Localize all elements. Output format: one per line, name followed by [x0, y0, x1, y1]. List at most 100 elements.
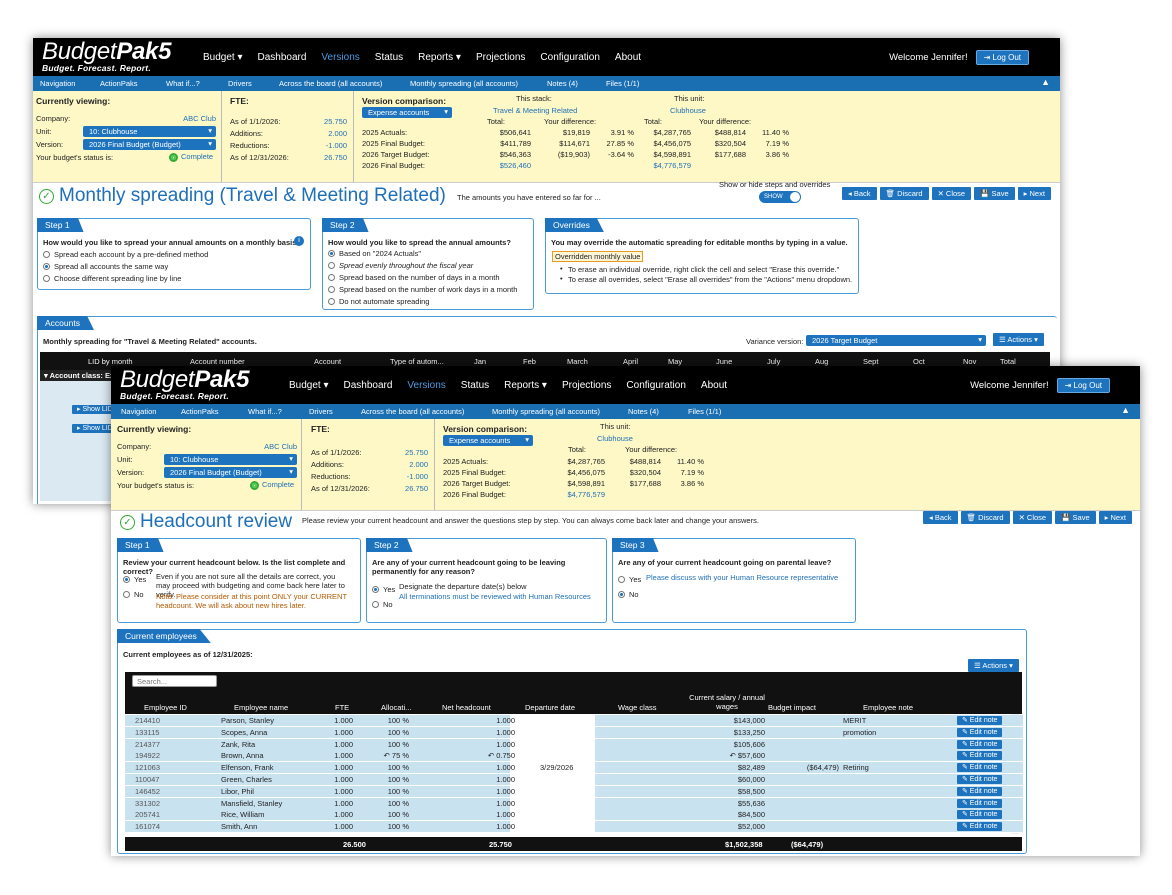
logout-button[interactable]: ⇥ Log Out	[975, 50, 1029, 65]
close-button[interactable]: ✕ Close	[1012, 511, 1053, 524]
subnav-notes[interactable]: Notes (4)	[628, 407, 659, 416]
next-button[interactable]: ▸ Next	[1098, 511, 1132, 524]
menu-configuration[interactable]: Configuration	[626, 379, 686, 391]
table-cell: $52,000	[737, 822, 765, 832]
version-select[interactable]: 2026 Final Budget (Budget)	[164, 467, 297, 478]
info-icon[interactable]: i	[294, 236, 304, 246]
edit-note-button[interactable]: ✎ Edit note	[957, 751, 1003, 761]
step2-opt-1[interactable]: Based on "2024 Actuals"	[328, 249, 421, 258]
subnav-navigation[interactable]: Navigation	[121, 407, 157, 416]
table-row[interactable]: 121063 Elfenson, Frank 1.000 100 % 1.000 3/29…	[125, 762, 1023, 775]
step2-yes[interactable]: Yes	[372, 585, 395, 594]
subnav-navigation[interactable]: Navigation	[40, 79, 76, 88]
back-button[interactable]: ◂ Back	[842, 187, 877, 200]
edit-note-button[interactable]: ✎ Edit note	[957, 716, 1003, 725]
table-row[interactable]: 205741 Rice, William 1.000 100 % 1.000 $84,50…	[125, 809, 1023, 822]
table-row[interactable]: 110047 Green, Charles 1.000 100 % 1.000 $60,0…	[125, 774, 1023, 786]
collapse-icon[interactable]: ▲	[1121, 405, 1130, 415]
back-button[interactable]: ◂ Back	[923, 511, 958, 524]
unit-select[interactable]: 10: Clubhouse	[83, 126, 216, 137]
next-button[interactable]: ▸ Next	[1017, 187, 1051, 200]
subnav-drivers[interactable]: Drivers	[309, 407, 333, 416]
close-button[interactable]: ✕ Close	[931, 187, 972, 200]
vc-cell: 2025 Actuals:	[362, 128, 408, 137]
step2-opt-4[interactable]: Spread based on the number of work days …	[328, 285, 517, 294]
edit-note-button[interactable]: ✎ Edit note	[957, 810, 1003, 820]
subnav-drivers[interactable]: Drivers	[228, 79, 252, 88]
edit-note-button[interactable]: ✎ Edit note	[957, 739, 1003, 749]
menu-projections[interactable]: Projections	[561, 379, 612, 391]
subnav-across[interactable]: Across the board (all accounts)	[361, 407, 465, 416]
step1-yes[interactable]: Yes	[123, 575, 146, 584]
vc-select[interactable]: Expense accounts	[443, 435, 533, 446]
subnav-files[interactable]: Files (1/1)	[688, 407, 722, 416]
show-toggle[interactable]: SHOW	[759, 191, 801, 203]
subnav-monthly[interactable]: Monthly spreading (all accounts)	[410, 79, 518, 88]
hr-rep-link[interactable]: Please discuss with your Human Resource …	[646, 573, 839, 582]
version-select[interactable]: 2026 Final Budget (Budget)	[83, 139, 216, 150]
employees-actions-button[interactable]: ☰ Actions ▾	[968, 659, 1019, 672]
step3-no[interactable]: No	[618, 590, 639, 599]
step2-opt-2[interactable]: Spread evenly throughout the fiscal year	[328, 261, 473, 270]
menu-dashboard[interactable]: Dashboard	[343, 379, 393, 391]
subnav-whatif[interactable]: What if...?	[248, 407, 282, 416]
save-button[interactable]: 💾 Save	[1055, 511, 1096, 524]
table-row[interactable]: 214377 Zank, Rita 1.000 100 % 1.000 $105,606 ✎…	[125, 738, 1023, 751]
edit-note-button[interactable]: ✎ Edit note	[957, 786, 1003, 796]
menu-dashboard[interactable]: Dashboard	[257, 51, 307, 63]
vc-select[interactable]: Expense accounts	[362, 107, 452, 118]
edit-note-button[interactable]: ✎ Edit note	[957, 763, 1003, 773]
menu-versions[interactable]: Versions	[407, 379, 446, 391]
edit-note-button[interactable]: ✎ Edit note	[957, 798, 1003, 808]
subnav-monthly[interactable]: Monthly spreading (all accounts)	[492, 407, 600, 416]
step3-yes[interactable]: Yes	[618, 575, 641, 584]
step2-opt-5[interactable]: Do not automate spreading	[328, 297, 429, 306]
menu-reports[interactable]: Reports ▾	[418, 51, 461, 63]
table-row[interactable]: 146452 Libor, Phil 1.000 100 % 1.000 $58,500 ✎…	[125, 785, 1023, 798]
menu-about[interactable]: About	[614, 51, 642, 63]
discard-button[interactable]: 🗑 Discard	[879, 187, 929, 200]
search-input[interactable]: Search...	[132, 675, 217, 687]
table-row[interactable]: 161074 Smith, Ann 1.000 100 % 1.000 $52,000 ✎ …	[125, 821, 1023, 834]
show-lid-button[interactable]: ▸ Show LID	[72, 405, 118, 414]
hr-link[interactable]: All terminations must be reviewed with H…	[399, 592, 591, 601]
step2-opt-3[interactable]: Spread based on the number of days in a …	[328, 273, 500, 282]
save-button[interactable]: 💾 Save	[974, 187, 1015, 200]
menu-status[interactable]: Status	[460, 379, 490, 391]
subnav-actionpaks[interactable]: ActionPaks	[100, 79, 138, 88]
menu-reports[interactable]: Reports ▾	[504, 379, 547, 391]
collapse-icon[interactable]: ▲	[1041, 77, 1050, 87]
menu-status[interactable]: Status	[374, 51, 404, 63]
menu-budget[interactable]: Budget ▾	[289, 379, 329, 391]
step1-no[interactable]: No	[123, 590, 144, 599]
step1-opt-3[interactable]: Choose different spreading line by line	[43, 274, 181, 283]
table-row[interactable]: 133115 Scopes, Anna 1.000 100 % 1.000 $133,25…	[125, 726, 1023, 739]
edit-note-button[interactable]: ✎ Edit note	[957, 775, 1003, 784]
subnav-files[interactable]: Files (1/1)	[606, 79, 640, 88]
subnav-notes[interactable]: Notes (4)	[547, 79, 578, 88]
subnav-actionpaks[interactable]: ActionPaks	[181, 407, 219, 416]
table-row[interactable]: 194922 Brown, Anna 1.000 ↶ 75 % ↶ 0.750 ↶ $57…	[125, 750, 1023, 763]
discard-button[interactable]: 🗑 Discard	[960, 511, 1010, 524]
subnav-across[interactable]: Across the board (all accounts)	[279, 79, 383, 88]
step1-opt-1[interactable]: Spread each account by a pre-defined met…	[43, 250, 208, 259]
subnav-whatif[interactable]: What if...?	[166, 79, 200, 88]
unit-select[interactable]: 10: Clubhouse	[164, 454, 297, 465]
show-lid-button[interactable]: ▸ Show LID	[72, 424, 118, 433]
table-cell: $133,250	[733, 727, 765, 737]
menu-projections[interactable]: Projections	[475, 51, 526, 63]
variance-select[interactable]: 2026 Target Budget	[806, 335, 986, 346]
menu-about[interactable]: About	[700, 379, 728, 391]
step2-no[interactable]: No	[372, 600, 393, 609]
menu-versions[interactable]: Versions	[321, 51, 360, 63]
menu-configuration[interactable]: Configuration	[540, 51, 600, 63]
accounts-actions-button[interactable]: ☰ Actions ▾	[993, 333, 1044, 346]
table-row[interactable]: 214410 Parson, Stanley 1.000 100 % 1.000 $143…	[125, 715, 1023, 727]
logout-button[interactable]: ⇥ Log Out	[1056, 378, 1110, 393]
table-row[interactable]: 331302 Mansfield, Stanley 1.000 100 % 1.000 $…	[125, 797, 1023, 810]
edit-note-button[interactable]: ✎ Edit note	[957, 727, 1003, 737]
step1-opt-2[interactable]: Spread all accounts the same way	[43, 262, 168, 271]
menu-budget[interactable]: Budget ▾	[203, 51, 243, 63]
totals-row: 26.500 25.750 $1,502,358 ($64,479)	[125, 837, 1022, 851]
edit-note-button[interactable]: ✎ Edit note	[957, 822, 1003, 832]
